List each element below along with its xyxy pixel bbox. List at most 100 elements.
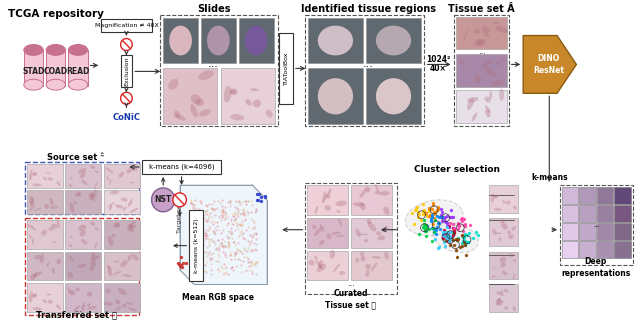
Point	[442, 236, 452, 241]
Ellipse shape	[49, 198, 54, 205]
Ellipse shape	[94, 242, 97, 249]
Point	[436, 218, 447, 223]
Point	[449, 226, 460, 232]
Bar	[68, 50, 88, 86]
Point	[460, 242, 470, 248]
Point	[412, 206, 422, 211]
Text: Exclusion: Exclusion	[124, 57, 129, 86]
Ellipse shape	[245, 99, 252, 106]
Point	[445, 215, 456, 220]
Text: NST: NST	[154, 195, 172, 204]
Text: Deep
representations: Deep representations	[561, 258, 630, 278]
Ellipse shape	[33, 173, 36, 175]
Point	[446, 207, 456, 212]
Ellipse shape	[504, 306, 508, 310]
Point	[441, 237, 451, 243]
Ellipse shape	[47, 300, 53, 304]
Point	[444, 225, 454, 230]
Bar	[562, 187, 579, 204]
Point	[437, 209, 447, 214]
Ellipse shape	[474, 75, 481, 83]
Point	[422, 214, 432, 219]
Point	[413, 214, 424, 219]
Point	[444, 223, 454, 228]
Bar	[367, 17, 420, 64]
Point	[429, 210, 440, 215]
Bar	[367, 68, 420, 124]
Ellipse shape	[52, 241, 57, 243]
Point	[461, 240, 472, 245]
Bar	[351, 185, 392, 215]
Point	[420, 226, 431, 231]
Point	[424, 213, 435, 218]
Ellipse shape	[359, 189, 367, 198]
Ellipse shape	[365, 269, 369, 277]
Ellipse shape	[513, 274, 515, 279]
Ellipse shape	[199, 109, 211, 116]
Ellipse shape	[33, 293, 37, 298]
Ellipse shape	[467, 98, 474, 110]
Point	[175, 263, 186, 268]
Point	[424, 226, 435, 232]
Point	[454, 223, 465, 228]
Point	[420, 223, 430, 228]
Bar	[189, 210, 203, 282]
Ellipse shape	[107, 265, 111, 270]
Circle shape	[152, 188, 175, 212]
Point	[460, 224, 470, 229]
Ellipse shape	[67, 286, 71, 295]
Ellipse shape	[491, 193, 495, 202]
Text: ...: ...	[347, 279, 355, 288]
Ellipse shape	[80, 172, 86, 178]
Point	[414, 231, 424, 236]
Ellipse shape	[336, 201, 347, 206]
Point	[458, 219, 468, 224]
Point	[428, 202, 438, 207]
Point	[427, 214, 437, 220]
Ellipse shape	[126, 170, 131, 173]
Point	[429, 229, 439, 235]
Point	[452, 222, 463, 227]
Bar	[27, 190, 63, 214]
Ellipse shape	[35, 208, 42, 211]
Text: Transferred set 𝑰: Transferred set 𝑰	[36, 311, 116, 320]
Ellipse shape	[513, 306, 516, 311]
Point	[448, 233, 458, 238]
Point	[421, 223, 431, 228]
Ellipse shape	[169, 26, 192, 55]
Bar	[307, 251, 348, 281]
Polygon shape	[180, 185, 267, 284]
Point	[460, 231, 470, 237]
Text: ...: ...	[363, 59, 374, 69]
Ellipse shape	[113, 223, 118, 228]
Ellipse shape	[86, 292, 93, 296]
Point	[428, 222, 438, 227]
Ellipse shape	[70, 202, 74, 213]
Point	[448, 214, 458, 219]
Ellipse shape	[356, 229, 361, 237]
Point	[173, 261, 183, 266]
Text: CoNiC: CoNiC	[113, 113, 140, 122]
Ellipse shape	[105, 167, 113, 173]
Ellipse shape	[115, 306, 122, 311]
Point	[420, 228, 431, 234]
Text: Cluster selection: Cluster selection	[414, 166, 500, 174]
Ellipse shape	[361, 256, 365, 261]
Ellipse shape	[511, 226, 516, 231]
Point	[448, 230, 458, 235]
Point	[428, 230, 438, 235]
Point	[452, 237, 462, 242]
Ellipse shape	[43, 177, 47, 180]
Point	[438, 236, 448, 241]
Bar	[579, 187, 596, 204]
Ellipse shape	[87, 303, 91, 307]
Point	[445, 221, 455, 226]
Point	[418, 225, 428, 230]
Point	[448, 221, 458, 226]
Ellipse shape	[318, 26, 353, 55]
Text: STAD: STAD	[22, 67, 45, 76]
Point	[453, 227, 463, 232]
Point	[455, 244, 465, 249]
Ellipse shape	[127, 224, 132, 231]
Ellipse shape	[314, 227, 322, 236]
